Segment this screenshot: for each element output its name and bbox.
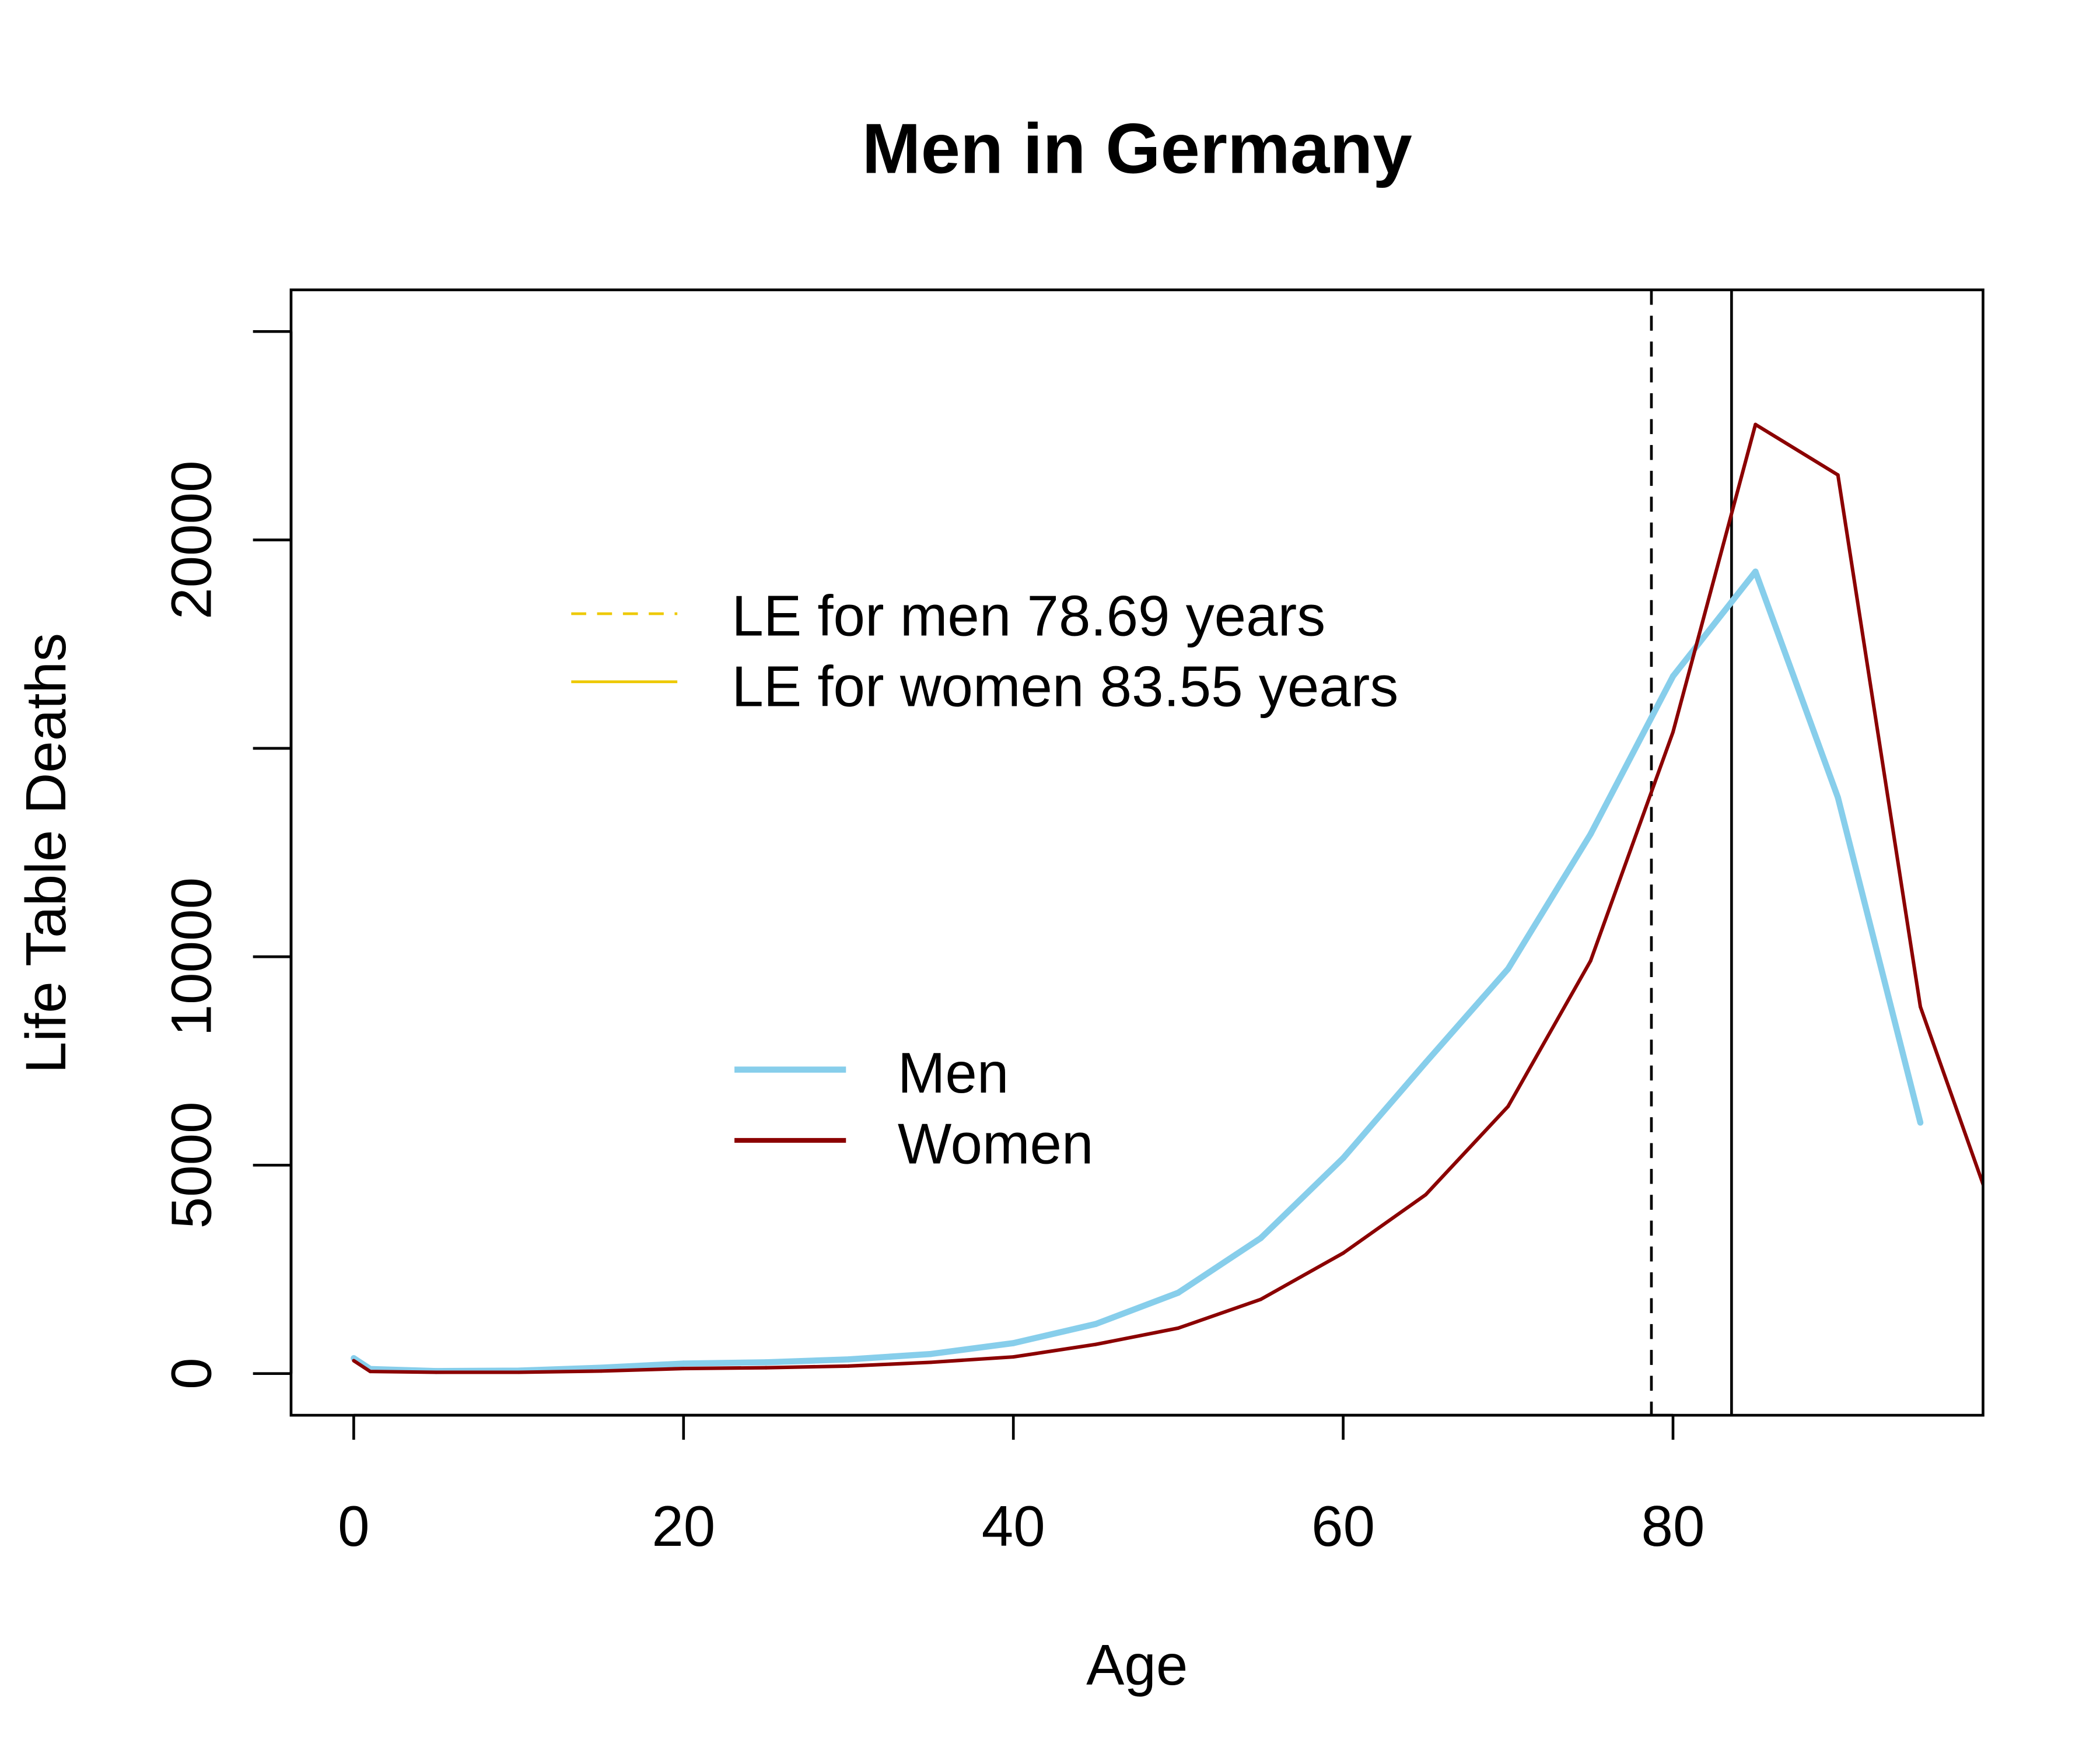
data-point-women xyxy=(1588,959,1592,963)
y-tick-label: 20000 xyxy=(159,460,223,619)
legend-women-label: Women xyxy=(898,1112,1094,1176)
data-point-women xyxy=(1423,1193,1427,1197)
data-point-men xyxy=(1258,1235,1264,1241)
data-point-men xyxy=(1093,1321,1099,1327)
data-point-men xyxy=(1917,1119,1924,1126)
plot-area xyxy=(351,289,1983,1416)
legend-series: Men Women xyxy=(734,1041,1094,1176)
data-point-women xyxy=(599,1369,603,1373)
data-point-women xyxy=(1506,1104,1510,1108)
data-point-women xyxy=(352,1359,356,1363)
data-point-men xyxy=(1175,1289,1182,1296)
data-point-women xyxy=(1754,422,1758,426)
data-point-women xyxy=(434,1370,438,1374)
data-point-women xyxy=(1259,1297,1263,1301)
data-point-men xyxy=(1422,1059,1429,1066)
data-point-women xyxy=(846,1364,850,1368)
y-axis-label: Life Table Deaths xyxy=(13,633,78,1073)
data-point-women xyxy=(517,1370,521,1374)
x-axis: 0 20 40 60 80 xyxy=(338,1413,1705,1558)
chart-title: Men in Germany xyxy=(862,108,1412,188)
y-tick-label: 5000 xyxy=(159,1101,223,1228)
legend-men-label: Men xyxy=(898,1041,1009,1105)
y-tick-label: 10000 xyxy=(159,877,223,1036)
y-tick-label: 0 xyxy=(159,1357,223,1389)
x-tick-label: 20 xyxy=(652,1494,715,1558)
legend-life-expectancy: LE for men 78.69 years LE for women 83.5… xyxy=(571,583,1398,719)
legend-le-women-label: LE for women 83.55 years xyxy=(732,654,1398,719)
data-point-women xyxy=(764,1366,768,1370)
data-point-women xyxy=(1671,730,1675,734)
x-tick-label: 60 xyxy=(1311,1494,1375,1558)
x-axis-label: Age xyxy=(1086,1633,1188,1697)
legend-le-men-label: LE for men 78.69 years xyxy=(732,583,1325,648)
data-point-women xyxy=(1836,473,1840,477)
data-point-women xyxy=(1094,1342,1098,1346)
series-line-women xyxy=(352,422,1983,1374)
data-point-women xyxy=(681,1367,685,1371)
data-point-men xyxy=(1752,568,1759,575)
data-point-women xyxy=(1012,1355,1016,1359)
data-point-women xyxy=(1176,1326,1180,1330)
data-point-men xyxy=(762,1359,769,1366)
x-tick-label: 0 xyxy=(338,1494,369,1558)
data-point-men xyxy=(1670,673,1676,680)
data-point-women xyxy=(1919,1005,1923,1009)
data-point-women xyxy=(1341,1251,1345,1255)
data-point-men xyxy=(1835,794,1841,801)
data-point-men xyxy=(845,1356,852,1363)
data-point-men xyxy=(928,1350,935,1357)
data-point-women xyxy=(929,1360,933,1364)
y-axis: 0 5000 10000 20000 xyxy=(159,330,293,1390)
data-point-men xyxy=(1505,965,1511,972)
data-point-men xyxy=(1587,831,1594,838)
data-point-men xyxy=(680,1360,687,1367)
x-tick-label: 40 xyxy=(982,1494,1045,1558)
data-point-men xyxy=(1340,1155,1346,1161)
data-point-men xyxy=(1010,1340,1017,1346)
x-tick-label: 80 xyxy=(1642,1494,1705,1558)
data-point-women xyxy=(368,1370,372,1374)
